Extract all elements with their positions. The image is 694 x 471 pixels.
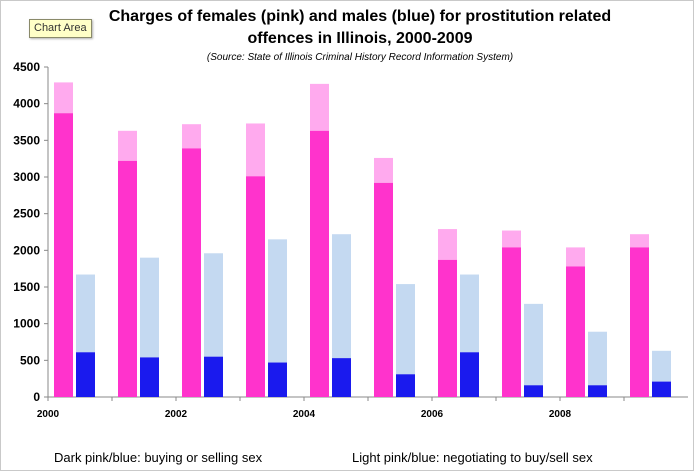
bar-female-negotiating: [182, 124, 201, 149]
bar-male-buying-selling: [460, 352, 479, 397]
bar-female-negotiating: [310, 83, 329, 131]
bar-male-buying-selling: [332, 358, 351, 397]
bar-male-negotiating: [332, 234, 351, 359]
y-tick-label: 4000: [13, 97, 40, 111]
bar-male-negotiating: [460, 274, 479, 353]
bar-male-negotiating: [268, 239, 287, 363]
bar-female-negotiating: [566, 247, 585, 267]
y-tick-label: 500: [20, 353, 40, 367]
bar-male-buying-selling: [396, 374, 415, 397]
y-tick-label: 0: [33, 390, 40, 404]
bar-female-negotiating: [118, 130, 137, 161]
y-tick-label: 4500: [13, 60, 40, 74]
bar-male-buying-selling: [524, 385, 543, 397]
bar-female-buying-selling: [310, 130, 329, 398]
bar-male-buying-selling: [588, 385, 607, 397]
y-tick-label: 2500: [13, 207, 40, 221]
x-tick-label: 2008: [549, 409, 572, 420]
bar-female-negotiating: [374, 157, 393, 183]
bar-male-negotiating: [588, 331, 607, 386]
bar-female-negotiating: [54, 82, 73, 114]
bar-male-buying-selling: [140, 357, 159, 397]
bar-female-buying-selling: [630, 247, 649, 397]
bar-female-buying-selling: [54, 113, 73, 397]
bar-female-buying-selling: [502, 247, 521, 397]
bar-female-buying-selling: [118, 160, 137, 397]
bar-female-negotiating: [438, 229, 457, 260]
chart-area-tooltip: Chart Area: [29, 19, 92, 38]
bar-female-buying-selling: [438, 259, 457, 397]
chart-subtitle: (Source: State of Illinois Criminal Hist…: [206, 52, 514, 63]
bar-male-negotiating: [396, 284, 415, 375]
y-tick-label: 1000: [13, 317, 40, 331]
bar-female-buying-selling: [246, 176, 265, 397]
x-tick-label: 2000: [37, 409, 60, 420]
bar-male-negotiating: [140, 257, 159, 358]
bar-male-buying-selling: [268, 362, 287, 397]
x-tick-label: 2006: [421, 409, 444, 420]
y-tick-label: 3000: [13, 170, 40, 184]
chart-title: Charges of females (pink) and males (blu…: [90, 6, 630, 50]
x-tick-label: 2002: [165, 409, 188, 420]
legend-note-dark: Dark pink/blue: buying or selling sex: [54, 450, 263, 465]
bar-male-negotiating: [652, 350, 671, 382]
chart-title-line-1: Charges of females (pink) and males (blu…: [108, 8, 612, 25]
bar-male-buying-selling: [652, 381, 671, 397]
bar-male-negotiating: [76, 274, 95, 353]
y-tick-label: 2000: [13, 243, 40, 257]
legend-note-light: Light pink/blue: negotiating to buy/sell…: [352, 450, 593, 465]
bar-male-negotiating: [204, 253, 223, 357]
bar-female-negotiating: [630, 234, 649, 248]
bar-female-negotiating: [502, 230, 521, 248]
bar-female-buying-selling: [182, 148, 201, 397]
bar-male-negotiating: [524, 303, 543, 386]
x-tick-label: 2004: [293, 409, 316, 420]
bar-female-buying-selling: [566, 266, 585, 397]
bar-male-buying-selling: [204, 356, 223, 397]
y-tick-label: 3500: [13, 133, 40, 147]
y-tick-label: 1500: [13, 280, 40, 294]
bar-male-buying-selling: [76, 352, 95, 397]
bar-female-negotiating: [246, 123, 265, 177]
bar-female-buying-selling: [374, 182, 393, 397]
chart-title-line-2: offences in Illinois, 2000-2009: [247, 30, 473, 47]
